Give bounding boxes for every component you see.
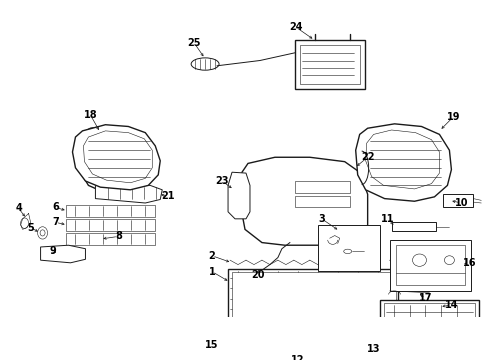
Polygon shape bbox=[227, 172, 249, 219]
Bar bbox=[443, 194, 472, 207]
Polygon shape bbox=[78, 127, 116, 190]
Text: 7: 7 bbox=[52, 217, 59, 228]
Text: 24: 24 bbox=[288, 22, 302, 32]
Text: 14: 14 bbox=[444, 300, 457, 310]
Bar bbox=[232, 271, 395, 337]
Text: 15: 15 bbox=[205, 341, 219, 351]
Bar bbox=[65, 205, 155, 217]
Bar bbox=[379, 300, 478, 348]
Text: 22: 22 bbox=[360, 152, 374, 162]
Bar bbox=[294, 181, 349, 193]
Polygon shape bbox=[95, 184, 162, 203]
Text: 8: 8 bbox=[115, 231, 122, 242]
Text: 23: 23 bbox=[215, 176, 228, 186]
Text: 11: 11 bbox=[380, 214, 393, 224]
Bar bbox=[395, 245, 465, 285]
Text: 12: 12 bbox=[290, 355, 304, 360]
Text: 19: 19 bbox=[446, 112, 459, 122]
Bar bbox=[317, 225, 379, 271]
Bar bbox=[383, 303, 474, 345]
Text: 3: 3 bbox=[318, 214, 325, 224]
Polygon shape bbox=[240, 157, 367, 245]
Polygon shape bbox=[41, 245, 85, 263]
Bar bbox=[65, 233, 155, 245]
Text: 1: 1 bbox=[208, 267, 215, 276]
Bar bbox=[227, 269, 397, 339]
Bar bbox=[220, 344, 299, 360]
Text: 21: 21 bbox=[161, 191, 175, 201]
Text: 20: 20 bbox=[251, 270, 264, 280]
Bar bbox=[65, 219, 155, 231]
Text: 13: 13 bbox=[366, 344, 380, 354]
Text: 5: 5 bbox=[27, 222, 34, 233]
Bar bbox=[307, 355, 371, 360]
Text: 17: 17 bbox=[418, 293, 431, 303]
Bar bbox=[294, 40, 364, 89]
Text: 4: 4 bbox=[15, 203, 22, 213]
Text: 25: 25 bbox=[187, 38, 201, 48]
Text: 6: 6 bbox=[52, 202, 59, 212]
Polygon shape bbox=[355, 124, 450, 201]
Text: 16: 16 bbox=[462, 258, 475, 268]
Text: 18: 18 bbox=[83, 110, 97, 120]
Bar bbox=[391, 222, 436, 231]
Bar bbox=[304, 352, 374, 360]
Bar bbox=[377, 346, 415, 360]
Text: 9: 9 bbox=[49, 246, 56, 256]
Text: 2: 2 bbox=[208, 251, 215, 261]
Bar bbox=[299, 45, 359, 84]
Text: 10: 10 bbox=[454, 198, 467, 208]
Bar bbox=[294, 196, 349, 207]
Polygon shape bbox=[72, 125, 160, 190]
Bar bbox=[389, 240, 470, 291]
